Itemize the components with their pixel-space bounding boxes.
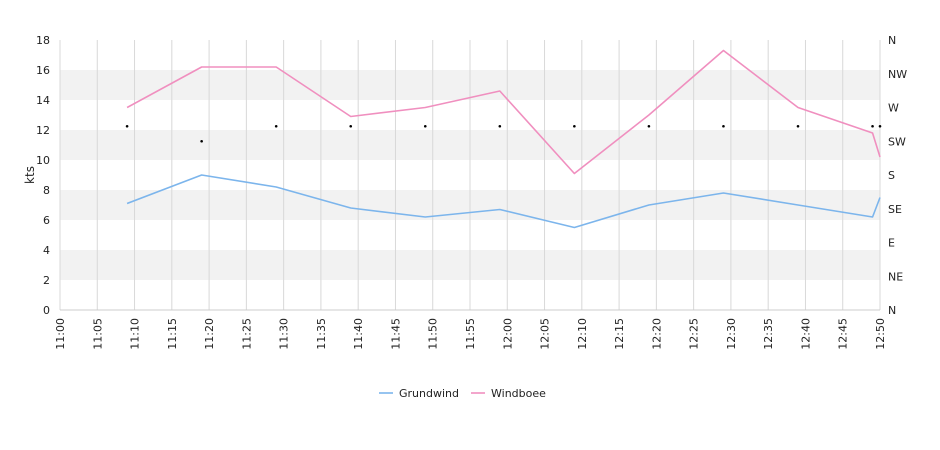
y-tick-label: 10 [36,154,50,167]
y-tick-label: 8 [43,184,50,197]
x-tick-label: 12:30 [725,318,738,350]
y-tick-label: 6 [43,214,50,227]
y-axis-title: kts [23,166,37,184]
x-tick-label: 12:15 [613,318,626,350]
direction-point [796,124,800,128]
x-tick-label: 12:25 [688,318,701,350]
y-tick-label: 14 [36,94,50,107]
direction-point [647,124,651,128]
direction-point [871,124,874,128]
x-tick-label: 11:20 [203,318,216,350]
y-tick-label: 4 [43,244,50,257]
x-tick-label: 12:20 [650,318,663,350]
direction-tick-label: W [888,102,899,115]
x-tick-label: 12:50 [874,318,887,350]
y-tick-label: 12 [36,124,50,137]
direction-point [573,124,576,128]
direction-point [274,124,278,128]
direction-point [722,124,725,128]
x-tick-label: 11:50 [427,318,440,350]
direction-points [125,124,882,143]
direction-tick-label: S [888,169,895,182]
legend-label: Windboee [491,387,546,400]
y-tick-label: 16 [36,64,50,77]
y-tick-label: 2 [43,274,50,287]
x-tick-label: 11:40 [352,318,365,350]
y-axis-ticks: 0 2 4 6 8 10 12 14 16 18 [36,34,50,317]
direction-point [349,124,353,128]
legend[interactable]: Grundwind Windboee [379,387,546,400]
x-tick-label: 11:25 [240,318,253,350]
direction-point [878,124,882,128]
direction-tick-label: NE [888,270,903,283]
x-tick-label: 11:05 [91,318,104,350]
direction-axis-ticks: N NE E SE S SW W NW N [888,34,907,317]
x-tick-label: 11:55 [464,318,477,350]
x-tick-label: 12:00 [501,318,514,350]
x-tick-label: 12:40 [799,318,812,350]
series-line-grundwind [126,174,881,229]
x-tick-label: 12:35 [762,318,775,350]
series-line-windboee [126,49,881,175]
direction-tick-label: NW [888,68,907,81]
legend-item-windboee[interactable]: Windboee [471,387,546,400]
grid-lines [59,40,881,311]
x-axis-ticks: 11:00 11:05 11:10 11:15 11:20 11:25 11:30 11:35… [54,318,887,350]
legend-label: Grundwind [399,387,459,400]
direction-point [498,124,502,128]
x-tick-label: 12:45 [837,318,850,350]
direction-point [125,124,129,128]
x-tick-label: 12:10 [576,318,589,350]
direction-tick-label: SW [888,135,906,148]
x-tick-label: 11:15 [166,318,179,350]
direction-point [200,139,203,143]
series-lines [126,49,881,229]
x-tick-label: 11:10 [129,318,142,350]
x-tick-label: 11:45 [389,318,402,350]
x-tick-label: 11:00 [54,318,67,350]
direction-point [423,124,427,128]
x-tick-label: 11:30 [278,318,291,350]
x-tick-label: 11:35 [315,318,328,350]
direction-tick-label: N [888,34,896,47]
legend-item-grundwind[interactable]: Grundwind [379,387,459,400]
y-tick-label: 0 [43,304,50,317]
direction-tick-label: SE [888,203,902,216]
direction-tick-label: N [888,304,896,317]
direction-tick-label: E [888,237,895,250]
y-tick-label: 18 [36,34,50,47]
x-tick-label: 12:05 [539,318,552,350]
